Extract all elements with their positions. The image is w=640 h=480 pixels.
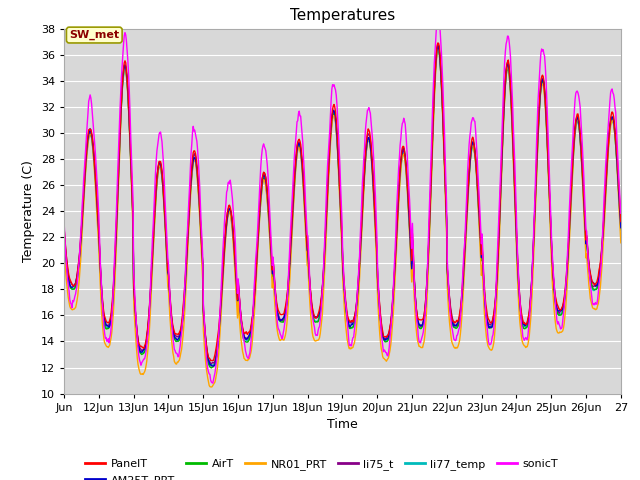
Text: SW_met: SW_met: [69, 30, 119, 40]
X-axis label: Time: Time: [327, 418, 358, 431]
Y-axis label: Temperature (C): Temperature (C): [22, 160, 35, 262]
Title: Temperatures: Temperatures: [290, 9, 395, 24]
Legend: PanelT, AM25T_PRT, AirT, NR01_PRT, li75_t, li77_temp, sonicT: PanelT, AM25T_PRT, AirT, NR01_PRT, li75_…: [81, 455, 563, 480]
